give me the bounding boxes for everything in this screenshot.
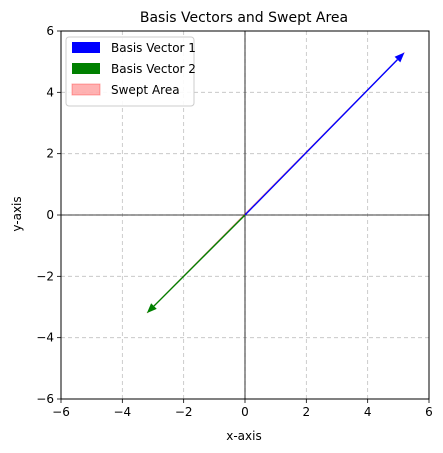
ticks: −6 −4 −2 0 2 4 6 −6 −4 −2 0 2 4 6: [36, 24, 433, 419]
y-tick-label-2: −2: [36, 269, 54, 283]
y-tick-label-0: −6: [36, 392, 54, 406]
x-tick-label-0: −6: [52, 405, 70, 419]
vector-arrowhead: [146, 303, 157, 314]
y-tick-label-3: 0: [46, 208, 54, 222]
legend-swatch-3: [71, 83, 101, 96]
legend-label-2: Basis Vector 2: [111, 62, 196, 76]
y-tick-label-6: 6: [46, 24, 54, 38]
legend-label-1: Basis Vector 1: [111, 41, 196, 55]
legend-swatch-2: [72, 63, 100, 74]
x-tick-label-6: 6: [425, 405, 433, 419]
x-tick-label-2: −2: [175, 405, 193, 419]
x-axis-label: x-axis: [226, 429, 261, 443]
legend: Basis Vector 1 Basis Vector 2 Swept Area: [65, 36, 196, 107]
y-tick-label-5: 4: [46, 85, 54, 99]
basis-vector-1: [244, 52, 405, 216]
x-tick-label-4: 2: [303, 405, 311, 419]
legend-frame: [65, 36, 195, 107]
y-tick-label-4: 2: [46, 147, 54, 161]
x-tick-label-3: 0: [241, 405, 249, 419]
x-tick-label-1: −4: [113, 405, 131, 419]
x-tick-label-5: 4: [364, 405, 372, 419]
series-layer: [146, 52, 405, 314]
y-axis-label: y-axis: [10, 196, 24, 231]
vector-arrowhead: [394, 52, 405, 63]
chart-title: Basis Vectors and Swept Area: [140, 10, 348, 26]
legend-label-3: Swept Area: [111, 83, 180, 97]
vector-shaft: [244, 59, 398, 216]
legend-swatch-1: [72, 42, 100, 53]
vector-shaft: [153, 214, 246, 307]
basis-vector-2: [146, 214, 246, 314]
y-tick-label-1: −4: [36, 331, 54, 345]
